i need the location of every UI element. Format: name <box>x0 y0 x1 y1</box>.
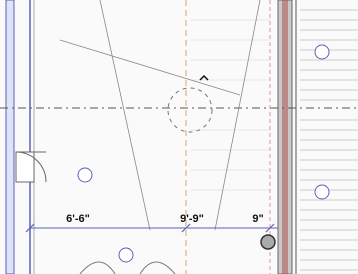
dimension-label: 9" <box>252 213 263 225</box>
background <box>0 0 358 274</box>
dimension-label: 9'-9" <box>180 213 204 225</box>
floor-plan: 6'-6" 9'-9" 9" <box>0 0 358 274</box>
dimension-label: 6'-6" <box>66 213 90 225</box>
wall-left <box>6 0 14 274</box>
drain <box>261 235 275 249</box>
wall-core <box>282 0 288 274</box>
